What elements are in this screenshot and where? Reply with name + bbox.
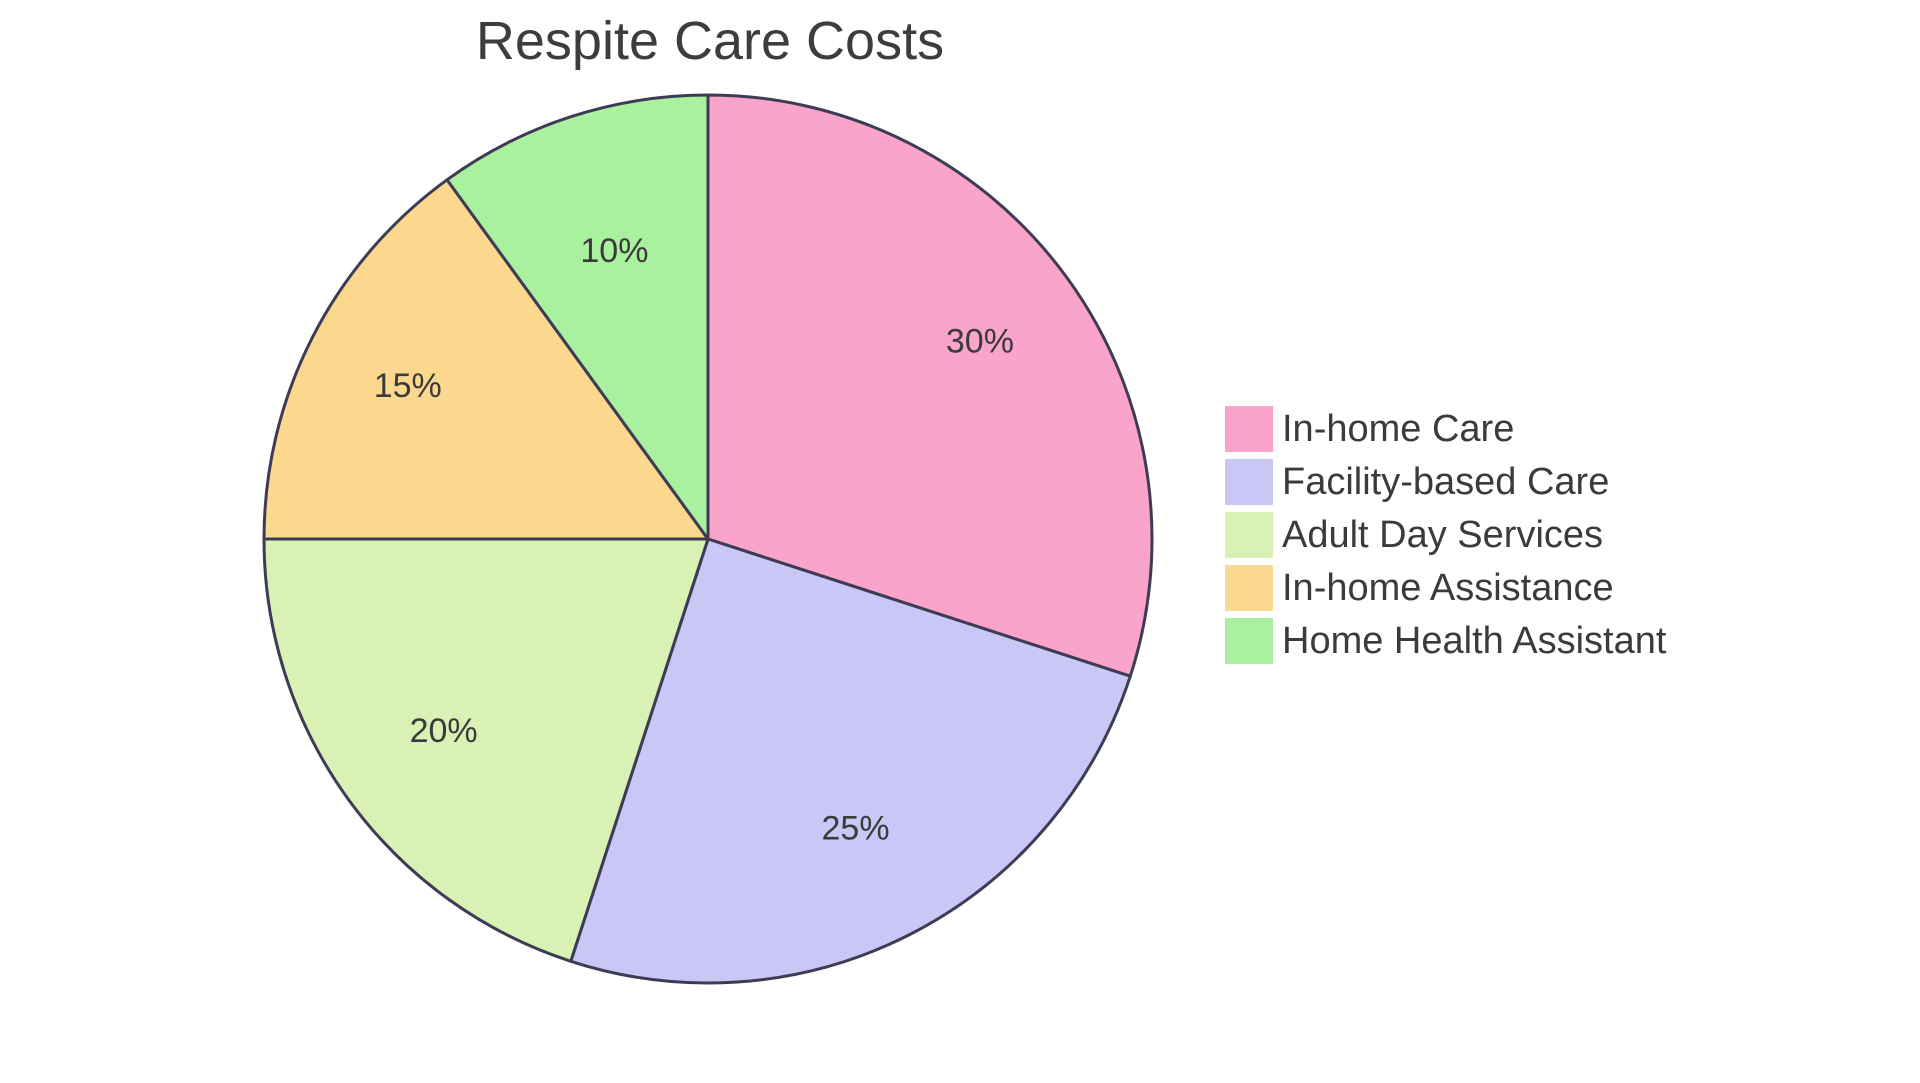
legend-label: Adult Day Services [1282, 514, 1604, 556]
legend-swatch-in-home-care [1225, 406, 1273, 452]
slice-percent-label: 30% [946, 322, 1014, 360]
legend-item-facility-based-care[interactable]: Facility-based Care [1225, 459, 1666, 505]
pie-slice-home-health-assistant [445, 93, 710, 541]
legend-label: In-home Assistance [1282, 567, 1614, 609]
legend-label: Home Health Assistant [1282, 620, 1667, 662]
pie-slice-in-home-assistance [262, 178, 710, 541]
legend-item-in-home-care[interactable]: In-home Care [1225, 406, 1666, 452]
legend-swatch-in-home-assistance [1225, 565, 1273, 611]
pie-slice-facility-based-care [569, 537, 1132, 985]
slice-percent-label: 20% [410, 712, 478, 750]
slice-percent-label: 15% [374, 367, 442, 405]
legend-item-in-home-assistance[interactable]: In-home Assistance [1225, 565, 1666, 611]
legend-swatch-adult-day-services [1225, 512, 1273, 558]
slice-percent-label: 10% [580, 232, 648, 270]
legend-label: Facility-based Care [1282, 461, 1610, 503]
pie-slice-in-home-care [706, 93, 1154, 678]
legend-label: In-home Care [1282, 408, 1515, 450]
legend-item-home-health-assistant[interactable]: Home Health Assistant [1225, 618, 1666, 664]
legend-swatch-facility-based-care [1225, 459, 1273, 505]
chart-title: Respite Care Costs [475, 11, 945, 71]
legend-swatch-home-health-assistant [1225, 618, 1273, 664]
legend: In-home Care Facility-based Care Adult D… [1225, 406, 1666, 671]
legend-item-adult-day-services[interactable]: Adult Day Services [1225, 512, 1666, 558]
pie-slice-adult-day-services [262, 537, 710, 963]
slice-percent-label: 25% [822, 810, 890, 848]
